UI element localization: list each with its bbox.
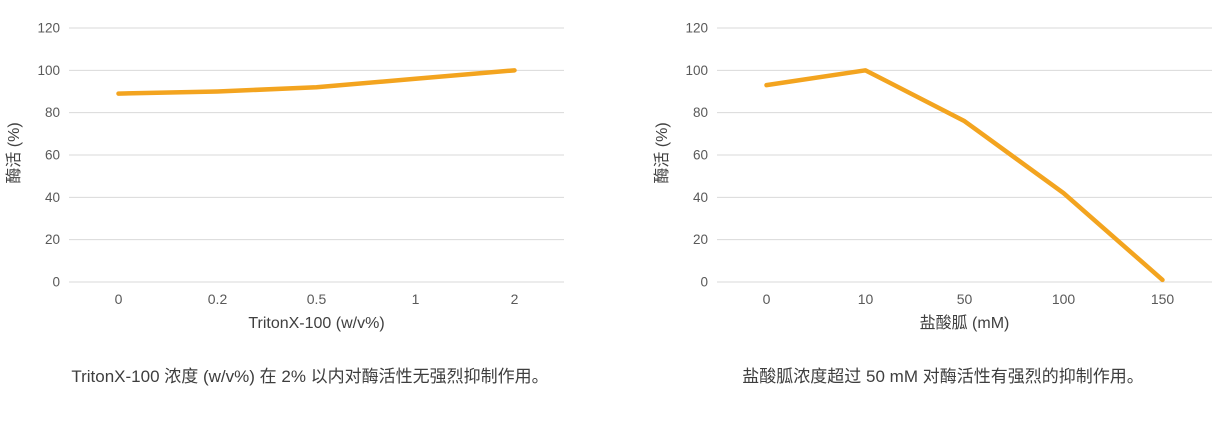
y-tick-label: 0 [52, 275, 60, 290]
y-axis-title: 酶活 (%) [654, 122, 671, 184]
y-tick-label: 120 [685, 21, 708, 36]
y-tick-label: 60 [45, 148, 60, 163]
y-tick-label: 40 [45, 190, 60, 205]
y-tick-label: 80 [45, 105, 60, 120]
y-tick-label: 0 [700, 275, 708, 290]
x-tick-label: 0.2 [208, 291, 228, 307]
y-tick-label: 60 [693, 148, 708, 163]
y-axis-title-area: 酶活 (%) [0, 12, 24, 312]
chart-caption: TritonX-100 浓度 (w/v%) 在 2% 以内对酶活性无强烈抑制作用… [71, 367, 549, 386]
chart-body: 酶活 (%) 0 20 40 60 80 100 120 0 0.2 0.5 1 2 [0, 12, 608, 312]
plot-area: 0 20 40 60 80 100 120 0 0.2 0.5 1 2 [37, 21, 564, 307]
y-tick-label: 100 [685, 63, 708, 78]
data-line [764, 68, 1165, 283]
y-tick-label: 80 [693, 105, 708, 120]
x-tick-label: 1 [412, 291, 420, 307]
x-tick-label: 50 [957, 291, 973, 307]
y-tick-label: 100 [37, 63, 60, 78]
chart-caption: 盐酸胍浓度超过 50 mM 对酶活性有强烈的抑制作用。 [742, 367, 1144, 386]
chart-tritonx100: 酶活 (%) 0 20 40 60 80 100 120 0 0.2 0.5 1 2 TritonX-… [0, 0, 608, 387]
y-tick-label: 20 [45, 232, 60, 247]
plot-area: 0 20 40 60 80 100 120 0 10 50 100 150 [685, 21, 1212, 307]
x-tick-label: 10 [858, 291, 874, 307]
y-axis-title: 酶活 (%) [6, 122, 23, 184]
y-tick-label: 40 [693, 190, 708, 205]
x-axis-title: TritonX-100 (w/v%) [248, 315, 385, 332]
chart-body: 酶活 (%) 0 20 40 60 80 100 120 0 10 50 100 150 [648, 12, 1228, 312]
x-tick-label: 2 [511, 291, 519, 307]
x-tick-label: 100 [1052, 291, 1076, 307]
chart-guanidine: 酶活 (%) 0 20 40 60 80 100 120 0 10 50 100 150 盐酸胍 (m… [648, 0, 1228, 387]
data-line [116, 68, 517, 96]
x-axis-title: 盐酸胍 (mM) [919, 315, 1010, 332]
y-tick-label: 120 [37, 21, 60, 36]
y-tick-label: 20 [693, 232, 708, 247]
y-axis-title-area: 酶活 (%) [648, 12, 672, 312]
x-tick-label: 0.5 [307, 291, 327, 307]
x-tick-label: 0 [763, 291, 771, 307]
x-tick-label: 150 [1151, 291, 1175, 307]
x-tick-label: 0 [115, 291, 123, 307]
